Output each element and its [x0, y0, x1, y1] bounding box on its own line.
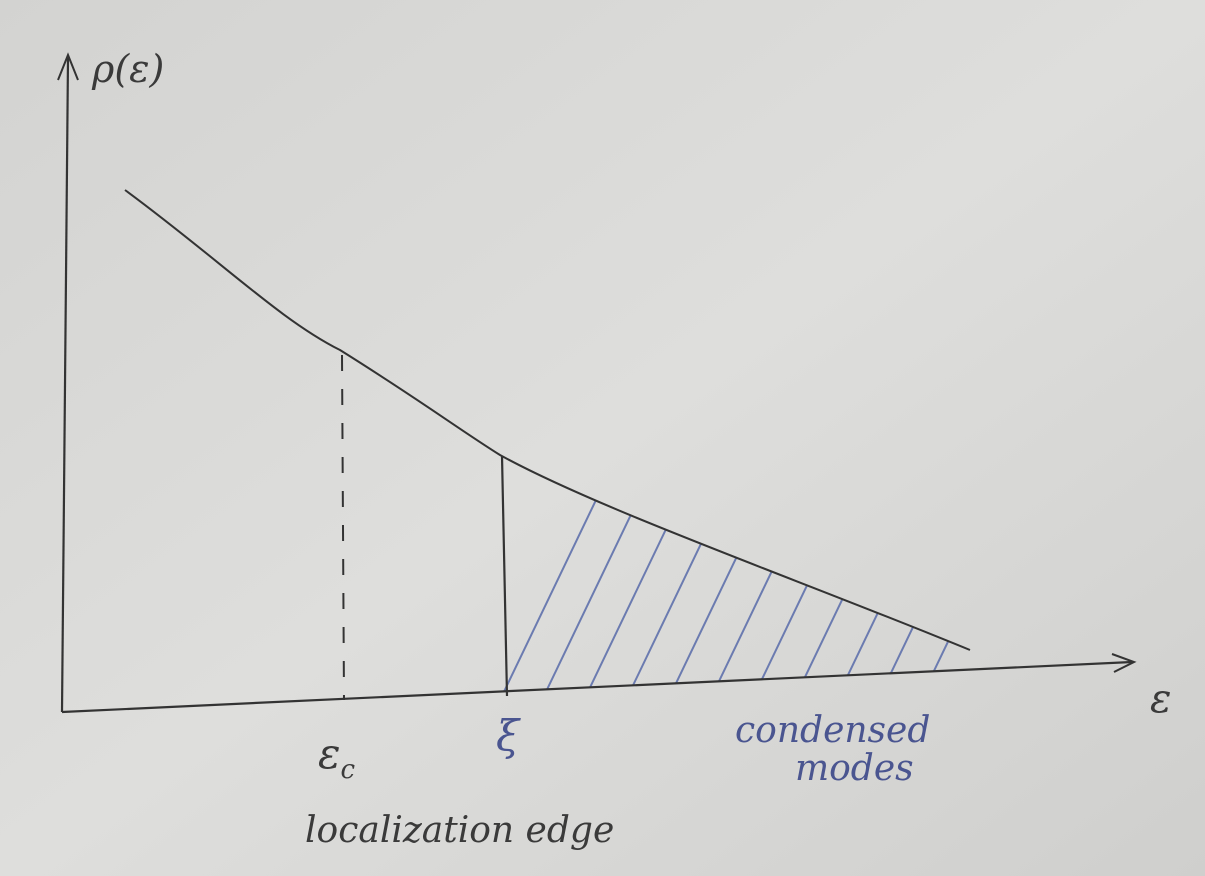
- annotation: localization edge: [305, 810, 614, 851]
- sketch: ρ(ε) ε εc ξ condensed modes localization…: [0, 0, 1205, 876]
- y-label: ρ(ε): [91, 47, 164, 91]
- epsilon: ε: [318, 729, 341, 778]
- annotation-line: condensed: [735, 710, 930, 751]
- subscript: c: [341, 755, 356, 785]
- annotation-line: modes: [795, 748, 914, 789]
- xi-label: ξ: [496, 711, 521, 760]
- paper: [0, 0, 1205, 876]
- x-label: ε: [1150, 676, 1171, 722]
